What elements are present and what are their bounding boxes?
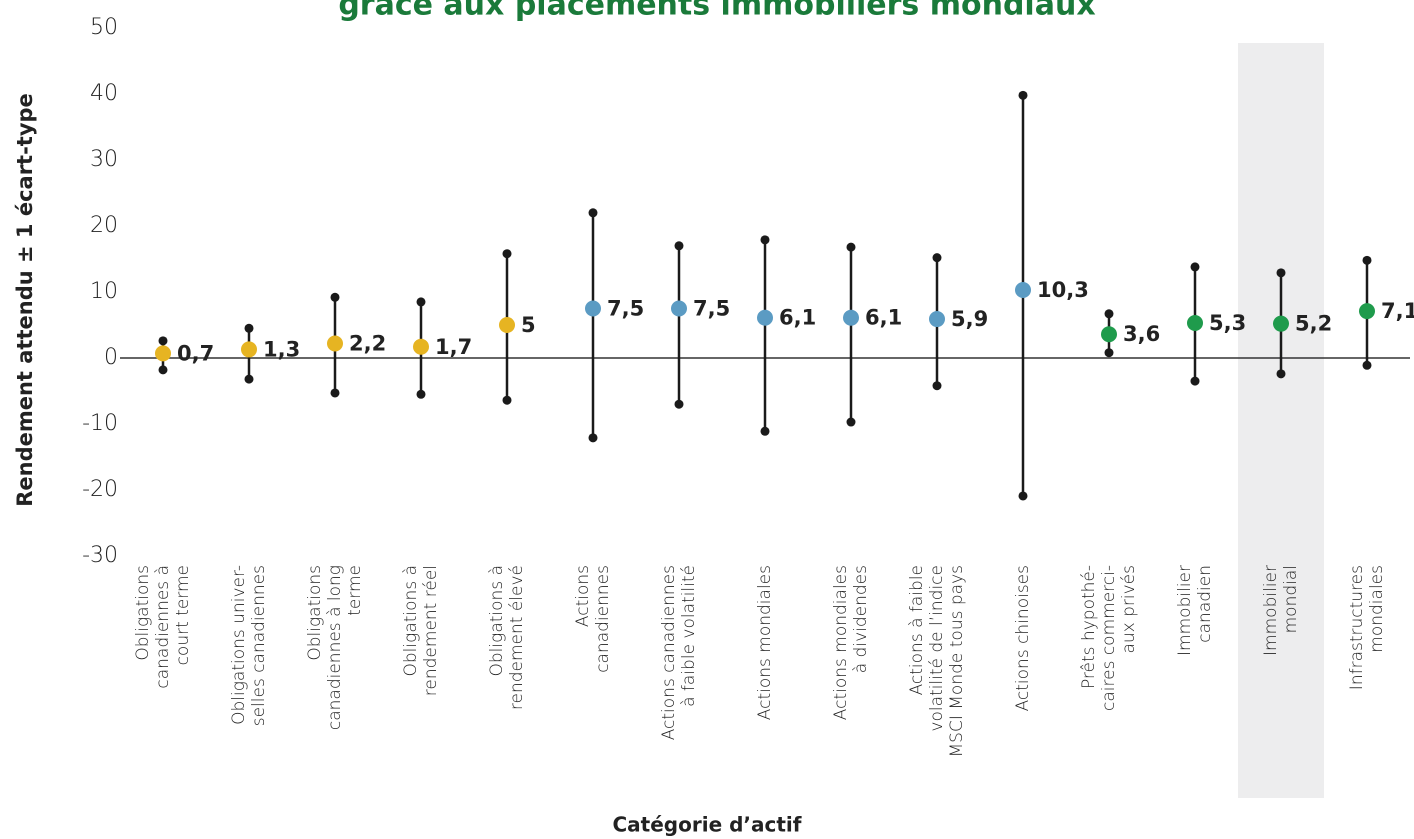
mean-dot bbox=[843, 309, 859, 326]
y-axis-label: Rendement attendu ± 1 écart-type bbox=[13, 93, 37, 507]
low-marker bbox=[1190, 376, 1200, 386]
mean-dot bbox=[671, 300, 687, 317]
x-tick-label: Actions canadiennes à faible volatilité bbox=[659, 565, 699, 741]
data-label: 0,7 bbox=[177, 341, 214, 365]
mean-dot bbox=[1015, 282, 1031, 299]
mean-dot bbox=[1359, 303, 1375, 320]
x-tick-label: Immobilier mondial bbox=[1261, 565, 1301, 656]
data-label: 3,6 bbox=[1123, 322, 1160, 346]
mean-dot bbox=[327, 335, 343, 352]
data-label: 1,7 bbox=[435, 335, 472, 359]
high-marker bbox=[1104, 309, 1114, 319]
x-tick-label: Obligations à rendement réel bbox=[401, 565, 441, 697]
mean-dot bbox=[585, 300, 601, 317]
x-tick-label: Obligations canadiennes à long terme bbox=[305, 565, 365, 731]
high-marker bbox=[1362, 255, 1372, 265]
mean-dot bbox=[1273, 315, 1289, 332]
high-marker bbox=[846, 242, 856, 252]
low-marker bbox=[244, 374, 254, 384]
highlight-band bbox=[1238, 43, 1324, 798]
high-marker bbox=[416, 297, 426, 307]
data-label: 2,2 bbox=[349, 331, 386, 355]
mean-dot bbox=[155, 345, 171, 362]
data-label: 7,5 bbox=[607, 297, 644, 321]
data-label: 6,1 bbox=[779, 306, 816, 330]
low-marker bbox=[502, 395, 512, 405]
low-marker bbox=[846, 417, 856, 427]
low-marker bbox=[588, 433, 598, 443]
x-tick-label: Infrastructures mondiales bbox=[1347, 565, 1387, 691]
data-label: 7,5 bbox=[693, 297, 730, 321]
high-marker bbox=[674, 241, 684, 251]
x-tick-label: Obligations canadiennes à court terme bbox=[133, 565, 193, 689]
chart-title: grâce aux placements immobiliers mondiau… bbox=[338, 0, 1095, 23]
y-tick-label: 50 bbox=[90, 15, 118, 40]
mean-dot bbox=[413, 338, 429, 355]
mean-dot bbox=[499, 317, 515, 333]
data-label: 7,1 bbox=[1381, 299, 1414, 323]
y-tick-label: -30 bbox=[82, 543, 118, 568]
y-tick-label: 0 bbox=[104, 345, 118, 370]
x-tick-label: Immobilier canadien bbox=[1175, 565, 1215, 656]
low-marker bbox=[674, 399, 684, 409]
low-marker bbox=[932, 381, 942, 391]
high-marker bbox=[502, 249, 512, 259]
y-tick-label: 30 bbox=[90, 147, 118, 172]
x-tick-label: Prêts hypothé- caires commerci- aux priv… bbox=[1079, 565, 1139, 711]
data-label: 10,3 bbox=[1037, 278, 1089, 302]
low-marker bbox=[416, 389, 426, 399]
x-tick-label: Obligations univer- selles canadiennes bbox=[229, 565, 269, 727]
data-label: 5,2 bbox=[1295, 312, 1332, 336]
mean-dot bbox=[241, 341, 257, 358]
y-tick-label: 40 bbox=[90, 81, 118, 106]
high-marker bbox=[760, 235, 770, 245]
data-label: 1,3 bbox=[263, 337, 300, 361]
high-marker bbox=[1276, 268, 1286, 278]
high-marker bbox=[1018, 90, 1028, 100]
x-tick-label: Actions mondiales à dividendes bbox=[831, 565, 871, 721]
data-label: 5,9 bbox=[951, 307, 988, 331]
mean-dot bbox=[757, 309, 773, 326]
x-tick-label: Obligations à rendement élevé bbox=[487, 565, 527, 711]
high-marker bbox=[1190, 262, 1200, 272]
x-tick-label: Actions à faible volatilité de l’indice … bbox=[907, 565, 967, 758]
mean-dot bbox=[1101, 326, 1117, 343]
low-marker bbox=[760, 426, 770, 436]
high-marker bbox=[244, 323, 254, 333]
x-tick-label: Actions canadiennes bbox=[573, 565, 613, 673]
x-tick-label: Actions mondiales bbox=[755, 565, 775, 721]
low-marker bbox=[1018, 491, 1028, 501]
data-label: 5 bbox=[521, 313, 536, 337]
y-tick-label: 20 bbox=[90, 213, 118, 238]
data-label: 5,3 bbox=[1209, 311, 1246, 335]
low-marker bbox=[330, 388, 340, 398]
y-tick-label: 10 bbox=[90, 279, 118, 304]
low-marker bbox=[1362, 360, 1372, 370]
mean-dot bbox=[1187, 315, 1203, 332]
y-tick-label: -20 bbox=[82, 477, 118, 502]
low-marker bbox=[158, 365, 168, 375]
high-marker bbox=[588, 208, 598, 218]
y-tick-label: -10 bbox=[82, 411, 118, 436]
low-marker bbox=[1276, 369, 1286, 379]
mean-dot bbox=[929, 311, 945, 328]
x-axis-label: Catégorie d’actif bbox=[613, 813, 802, 837]
x-tick-label: Actions chinoises bbox=[1013, 565, 1033, 712]
low-marker bbox=[1104, 348, 1114, 358]
high-marker bbox=[932, 253, 942, 263]
data-label: 6,1 bbox=[865, 306, 902, 330]
high-marker bbox=[158, 336, 168, 346]
high-marker bbox=[330, 292, 340, 302]
